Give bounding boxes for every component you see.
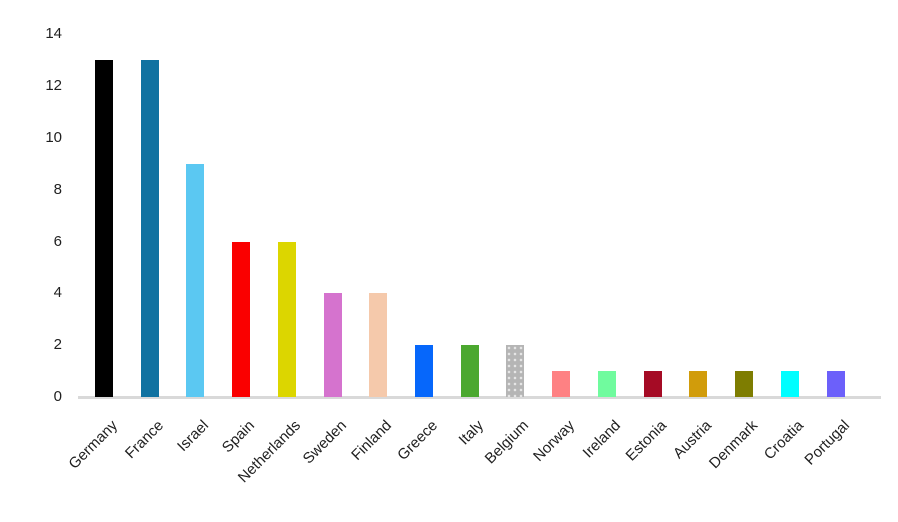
bar-france — [140, 60, 159, 397]
y-axis-tick-label: 14 — [45, 25, 62, 43]
y-axis-tick-label: 8 — [53, 180, 62, 198]
y-axis-tick-label: 0 — [53, 388, 62, 405]
y-axis-tick-label: 12 — [45, 77, 62, 95]
bar-belgium — [506, 345, 525, 397]
bar-estonia — [643, 371, 662, 397]
x-axis-line — [78, 396, 881, 399]
bar-denmark — [735, 371, 754, 397]
bar-sweden — [323, 293, 342, 397]
bar-norway — [552, 371, 571, 397]
y-axis-tick-label: 2 — [53, 336, 62, 354]
y-axis-tick-label: 10 — [45, 129, 62, 146]
bar-austria — [689, 371, 708, 397]
bar-netherlands — [277, 241, 296, 397]
bar-portugal — [826, 371, 845, 397]
bar-croatia — [780, 371, 799, 397]
y-axis-tick-label: 4 — [53, 284, 62, 302]
bar-germany — [95, 60, 113, 397]
bar-ireland — [597, 371, 616, 397]
bar-spain — [232, 241, 251, 397]
bar-italy — [460, 345, 479, 397]
y-axis-tick-label: 6 — [53, 232, 62, 250]
bar-israel — [186, 163, 205, 397]
bar-finland — [369, 293, 388, 397]
bar-greece — [415, 345, 434, 397]
